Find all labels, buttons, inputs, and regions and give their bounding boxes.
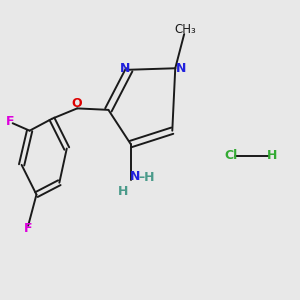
Text: N: N — [119, 62, 130, 75]
Text: H: H — [118, 185, 128, 198]
Text: Cl: Cl — [224, 149, 238, 162]
Text: N: N — [176, 62, 186, 75]
Text: H: H — [267, 149, 277, 162]
Text: CH₃: CH₃ — [175, 23, 196, 36]
Text: F: F — [6, 115, 15, 128]
Text: –H: –H — [139, 171, 155, 184]
Text: N: N — [130, 170, 140, 183]
Text: O: O — [72, 98, 83, 110]
Text: F: F — [24, 222, 32, 235]
